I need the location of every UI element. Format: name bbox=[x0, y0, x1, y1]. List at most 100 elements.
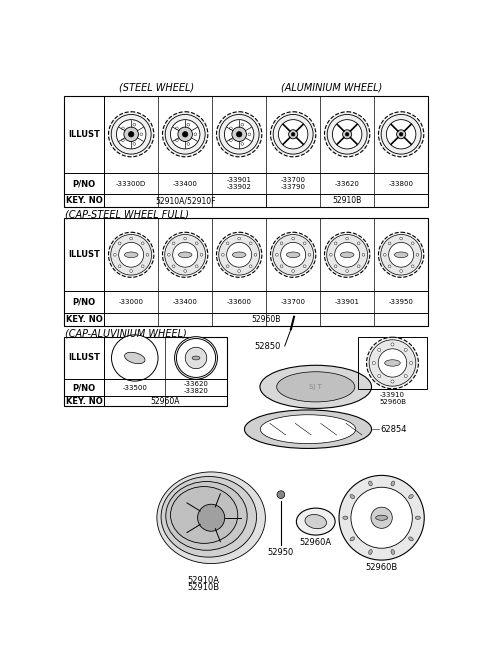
Circle shape bbox=[163, 112, 208, 157]
Circle shape bbox=[404, 374, 407, 378]
Ellipse shape bbox=[157, 472, 265, 564]
Circle shape bbox=[113, 254, 116, 256]
Text: 52910B: 52910B bbox=[333, 196, 362, 206]
Bar bbox=[64, 96, 428, 208]
Circle shape bbox=[254, 254, 257, 256]
Text: 52960B: 52960B bbox=[252, 315, 281, 324]
Text: -33700: -33700 bbox=[281, 299, 306, 305]
Ellipse shape bbox=[179, 252, 192, 258]
Text: (ALUMINIUM WHEEL): (ALUMINIUM WHEEL) bbox=[281, 83, 382, 93]
Circle shape bbox=[172, 265, 175, 267]
Circle shape bbox=[346, 237, 348, 240]
Text: -33620: -33620 bbox=[335, 181, 360, 187]
Ellipse shape bbox=[384, 360, 400, 366]
Ellipse shape bbox=[376, 515, 387, 520]
Ellipse shape bbox=[187, 353, 205, 363]
Circle shape bbox=[400, 237, 403, 240]
Circle shape bbox=[241, 124, 244, 126]
Circle shape bbox=[216, 112, 262, 157]
Ellipse shape bbox=[369, 549, 372, 555]
Circle shape bbox=[288, 130, 298, 139]
Circle shape bbox=[343, 130, 352, 139]
Circle shape bbox=[292, 269, 295, 273]
Text: SJ T: SJ T bbox=[309, 384, 322, 390]
Circle shape bbox=[129, 131, 134, 137]
Circle shape bbox=[118, 242, 121, 244]
Ellipse shape bbox=[391, 481, 395, 486]
Text: -33400: -33400 bbox=[173, 299, 198, 305]
Circle shape bbox=[165, 235, 205, 275]
Circle shape bbox=[187, 143, 190, 145]
Circle shape bbox=[227, 242, 252, 267]
Circle shape bbox=[133, 124, 136, 126]
Ellipse shape bbox=[244, 410, 372, 449]
Text: -33950: -33950 bbox=[389, 299, 414, 305]
Circle shape bbox=[118, 265, 121, 267]
Circle shape bbox=[241, 143, 244, 145]
Circle shape bbox=[378, 374, 381, 378]
Circle shape bbox=[378, 112, 424, 157]
Circle shape bbox=[404, 348, 407, 351]
Circle shape bbox=[108, 233, 154, 277]
Text: -33500: -33500 bbox=[122, 384, 147, 391]
Text: -33300D: -33300D bbox=[116, 181, 146, 187]
Ellipse shape bbox=[395, 252, 408, 258]
Text: KEY. NO: KEY. NO bbox=[66, 397, 102, 405]
Circle shape bbox=[327, 235, 368, 275]
Circle shape bbox=[334, 265, 337, 267]
Circle shape bbox=[176, 139, 178, 142]
Ellipse shape bbox=[170, 487, 238, 543]
Text: 52960B: 52960B bbox=[365, 563, 398, 572]
Circle shape bbox=[277, 491, 285, 499]
Ellipse shape bbox=[408, 495, 413, 499]
Circle shape bbox=[292, 237, 295, 240]
Circle shape bbox=[198, 505, 225, 532]
Text: -33901: -33901 bbox=[335, 299, 360, 305]
Circle shape bbox=[238, 237, 240, 240]
Ellipse shape bbox=[260, 365, 372, 409]
Circle shape bbox=[229, 127, 232, 129]
Circle shape bbox=[367, 337, 419, 389]
Circle shape bbox=[409, 361, 413, 365]
Circle shape bbox=[172, 242, 175, 244]
Circle shape bbox=[141, 265, 144, 267]
Circle shape bbox=[124, 127, 138, 141]
Circle shape bbox=[335, 242, 360, 267]
Circle shape bbox=[195, 242, 198, 244]
Circle shape bbox=[146, 254, 149, 256]
Circle shape bbox=[176, 127, 178, 129]
Ellipse shape bbox=[343, 516, 348, 520]
Circle shape bbox=[291, 133, 295, 136]
Ellipse shape bbox=[260, 415, 356, 443]
Text: 52950: 52950 bbox=[268, 548, 294, 557]
Text: 52910A: 52910A bbox=[187, 576, 219, 585]
Circle shape bbox=[225, 120, 254, 149]
Circle shape bbox=[111, 335, 158, 381]
Text: -33700
-33790: -33700 -33790 bbox=[281, 177, 306, 190]
Text: -33620
-33820: -33620 -33820 bbox=[183, 381, 208, 394]
Circle shape bbox=[117, 120, 146, 149]
Circle shape bbox=[378, 349, 407, 377]
Ellipse shape bbox=[340, 252, 354, 258]
Circle shape bbox=[303, 265, 306, 267]
Circle shape bbox=[303, 242, 306, 244]
Circle shape bbox=[345, 133, 349, 136]
Bar bbox=[64, 218, 428, 326]
Circle shape bbox=[141, 242, 144, 244]
Circle shape bbox=[369, 340, 416, 386]
Text: 52850: 52850 bbox=[254, 342, 281, 351]
Circle shape bbox=[391, 343, 394, 346]
Circle shape bbox=[219, 235, 260, 275]
Text: P/NO: P/NO bbox=[72, 298, 96, 307]
Text: -33910: -33910 bbox=[380, 392, 405, 398]
Circle shape bbox=[411, 242, 414, 244]
Circle shape bbox=[400, 269, 403, 273]
Circle shape bbox=[238, 269, 240, 273]
Ellipse shape bbox=[125, 352, 145, 364]
Circle shape bbox=[173, 242, 198, 267]
Ellipse shape bbox=[305, 514, 326, 529]
Circle shape bbox=[411, 265, 414, 267]
Text: 52960B: 52960B bbox=[379, 399, 406, 405]
Circle shape bbox=[329, 254, 332, 256]
Circle shape bbox=[221, 254, 224, 256]
